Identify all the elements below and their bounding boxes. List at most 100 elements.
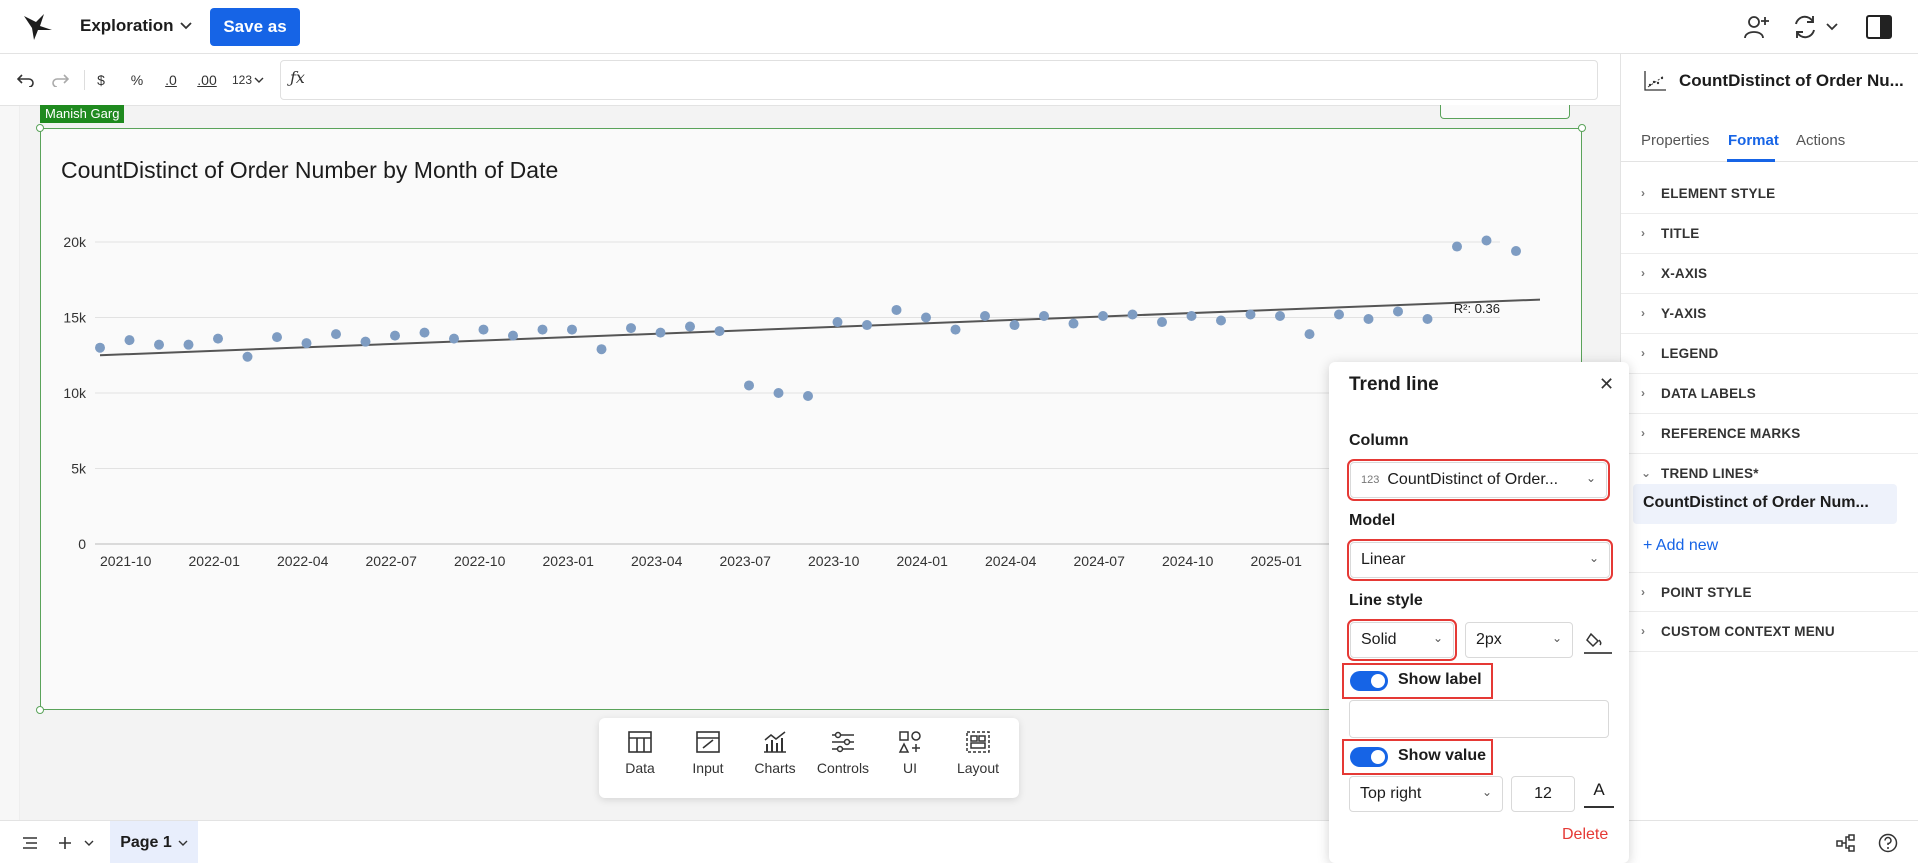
tab-format[interactable]: Format	[1728, 132, 1779, 149]
chevron-down-icon	[179, 22, 192, 30]
page-list-icon[interactable]	[22, 837, 38, 849]
insert-controls-button[interactable]: Controls	[813, 730, 873, 776]
data-point	[626, 323, 636, 334]
help-icon[interactable]	[1878, 833, 1898, 853]
chevron-right-icon: ›	[1641, 346, 1646, 360]
top-bar: Exploration Save as	[0, 0, 1918, 54]
insert-data-button[interactable]: Data	[610, 730, 670, 776]
column-label: Column	[1349, 432, 1409, 449]
y-tick-label: 15k	[63, 310, 87, 326]
refresh-icon[interactable]	[1790, 12, 1820, 42]
chevron-right-icon: ›	[1641, 585, 1646, 599]
line-width-select[interactable]: 2px ⌄	[1465, 622, 1573, 658]
section-element-style[interactable]: › ELEMENT STYLE	[1621, 174, 1918, 214]
percent-format-button[interactable]: %	[130, 72, 144, 88]
properties-panel: CountDistinct of Order Nu... Properties …	[1620, 54, 1918, 820]
page-bar: Page 1	[0, 820, 1918, 863]
section-point-style[interactable]: › POINT STYLE	[1621, 572, 1918, 612]
column-select[interactable]: 123 CountDistinct of Order... ⌄	[1347, 459, 1610, 501]
show-value-toggle[interactable]	[1350, 747, 1388, 767]
scatter-chart[interactable]: 0 5k 10k 15k 20k 2021-10 2022-01 2022-04 2022-0…	[40, 200, 1540, 700]
insert-charts-label: Charts	[754, 760, 796, 776]
data-point	[1304, 329, 1315, 340]
add-trend-line-button[interactable]: + Add new	[1643, 537, 1719, 554]
close-icon[interactable]: ✕	[1599, 374, 1615, 394]
label-text-input[interactable]	[1349, 700, 1609, 738]
sigma-logo-icon[interactable]	[22, 12, 54, 42]
x-tick-label: 2022-04	[277, 553, 329, 569]
number-format-dropdown[interactable]: 123	[230, 66, 266, 94]
section-legend[interactable]: › LEGEND	[1621, 334, 1918, 374]
lineage-icon[interactable]	[1836, 833, 1856, 853]
label-position-select[interactable]: Top right ⌄	[1349, 776, 1503, 812]
data-point	[1422, 314, 1433, 325]
model-select[interactable]: Linear ⌄	[1347, 539, 1613, 581]
show-label-toggle[interactable]	[1350, 671, 1388, 691]
resize-handle[interactable]	[36, 124, 44, 132]
data-point	[537, 324, 548, 335]
page-tab-label: Page 1	[120, 833, 172, 851]
x-tick-label: 2023-10	[808, 553, 860, 569]
font-color-icon[interactable]: A	[1584, 780, 1614, 808]
label-position-value: Top right	[1360, 785, 1422, 802]
line-style-select[interactable]: Solid ⌄	[1347, 619, 1457, 661]
chevron-down-icon: ⌄	[1641, 466, 1652, 480]
insert-charts-button[interactable]: Charts	[745, 730, 805, 776]
tab-actions[interactable]: Actions	[1796, 132, 1846, 149]
section-x-axis[interactable]: › X-AXIS	[1621, 254, 1918, 294]
insert-input-button[interactable]: Input	[678, 730, 738, 776]
workbook-title-menu[interactable]: Exploration	[80, 16, 192, 36]
section-trend-lines[interactable]: ⌄ TREND LINES*	[1621, 454, 1918, 494]
data-point	[478, 324, 489, 335]
function-icon: ƒx	[290, 68, 305, 87]
tab-properties[interactable]: Properties	[1641, 132, 1710, 149]
data-point	[862, 320, 872, 331]
chevron-right-icon: ›	[1641, 306, 1646, 320]
number-type-badge: 123	[1361, 474, 1380, 486]
trend-line	[99, 298, 1540, 357]
line-color-icon[interactable]	[1583, 628, 1613, 656]
element-mini-toolbar[interactable]	[1440, 105, 1570, 119]
section-title[interactable]: › TITLE	[1621, 214, 1918, 254]
insert-ui-button[interactable]: UI	[880, 730, 940, 776]
data-point	[1334, 309, 1344, 320]
refresh-options-chevron-icon[interactable]	[1824, 12, 1840, 42]
insert-controls-label: Controls	[816, 760, 870, 776]
resize-handle[interactable]	[36, 706, 44, 714]
data-point	[154, 339, 164, 350]
section-reference-marks[interactable]: › REFERENCE MARKS	[1621, 414, 1918, 454]
section-custom-context-menu[interactable]: › CUSTOM CONTEXT MENU	[1621, 612, 1918, 652]
data-point	[1275, 310, 1285, 321]
trend-line-item[interactable]: CountDistinct of Order Num...	[1633, 484, 1897, 524]
redo-icon[interactable]	[50, 66, 70, 94]
data-point	[1363, 314, 1374, 325]
currency-format-button[interactable]: $	[97, 72, 105, 88]
panel-toggle-icon[interactable]	[1864, 12, 1894, 42]
x-tick-label: 2024-07	[1074, 553, 1126, 569]
chart-title[interactable]: CountDistinct of Order Number by Month o…	[61, 157, 559, 183]
data-point	[950, 324, 961, 335]
data-point	[891, 304, 902, 315]
data-point	[1393, 306, 1403, 317]
formula-bar-input[interactable]	[280, 60, 1598, 100]
add-user-icon[interactable]	[1742, 12, 1772, 42]
section-data-labels[interactable]: › DATA LABELS	[1621, 374, 1918, 414]
chevron-down-icon[interactable]	[84, 840, 94, 846]
resize-handle[interactable]	[1578, 124, 1586, 132]
insert-layout-button[interactable]: Layout	[948, 730, 1008, 776]
undo-icon[interactable]	[16, 66, 36, 94]
save-as-button[interactable]: Save as	[210, 8, 300, 46]
delete-trend-line-button[interactable]: Delete	[1562, 826, 1609, 843]
font-size-input[interactable]: 12	[1511, 776, 1575, 812]
chart-element[interactable]	[36, 124, 1586, 714]
section-y-axis[interactable]: › Y-AXIS	[1621, 294, 1918, 334]
add-page-icon[interactable]	[58, 836, 72, 850]
active-tab-indicator	[1727, 159, 1775, 162]
page-tab-1[interactable]: Page 1	[110, 821, 198, 863]
data-point	[331, 329, 341, 340]
data-point	[773, 388, 784, 398]
line-style-value: Solid	[1361, 631, 1397, 648]
decrease-decimal-button[interactable]: .0	[165, 72, 177, 88]
increase-decimal-button[interactable]: .00	[197, 72, 217, 88]
section-label: TITLE	[1661, 226, 1700, 241]
